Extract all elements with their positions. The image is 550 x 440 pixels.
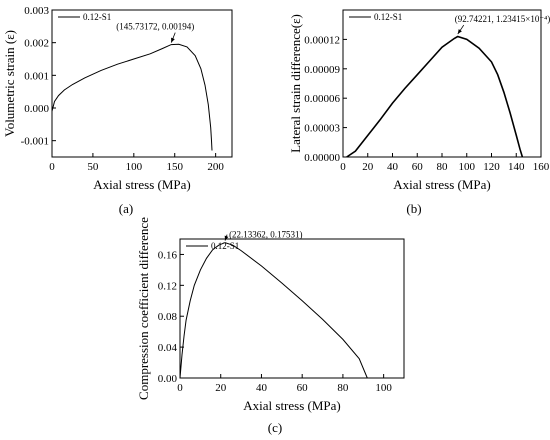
x-axis-label: Axial stress (MPa): [393, 177, 491, 192]
x-tick-label: 40: [256, 382, 268, 394]
x-tick-label: 150: [166, 161, 183, 173]
x-tick-label: 160: [533, 161, 550, 173]
x-tick-label: 140: [508, 161, 525, 173]
y-tick-label: 0.00009: [304, 64, 340, 76]
x-tick-label: 40: [387, 161, 399, 173]
series-line-0: [51, 43, 213, 151]
x-tick-label: 0: [49, 161, 55, 173]
x-tick-label: 120: [483, 161, 500, 173]
x-tick-label: 20: [362, 161, 374, 173]
x-axis-label: Axial stress (MPa): [243, 398, 341, 413]
annotation-arrowhead: [171, 37, 175, 43]
annotation-arrowhead: [224, 235, 229, 241]
y-tick-label: 0.00003: [304, 123, 340, 135]
y-axis-label: Volumetric strain (ε): [2, 30, 17, 137]
x-tick-label: 60: [297, 382, 309, 394]
annotation-arrowhead: [457, 29, 462, 35]
x-tick-label: 60: [412, 161, 424, 173]
x-tick-label: 100: [459, 161, 476, 173]
plot-frame: [51, 9, 233, 158]
x-tick-label: 200: [207, 161, 224, 173]
series-line-0: [346, 35, 524, 158]
panel-label: (b): [406, 201, 421, 216]
plot-frame: [342, 9, 542, 158]
x-tick-label: 80: [337, 382, 349, 394]
y-tick-label: 0.002: [24, 38, 49, 50]
panel-label: (c): [268, 420, 282, 435]
panel-a: 0 50 100 150 200 -0.001 0.000 0.001 0.002 0.003 Ax…: [2, 5, 233, 216]
x-tick-label: 100: [375, 382, 392, 394]
y-tick-label: -0.001: [21, 136, 49, 148]
panel-c: 0 20 40 60 80 100 0.00 0.04 0.08 0.12 0.16 Axial st…: [136, 217, 405, 435]
legend-label: 0.12-S1: [83, 12, 111, 22]
series-line-0: [179, 242, 368, 379]
y-tick-label: 0.001: [24, 70, 49, 82]
y-tick-label: 0.00000: [304, 152, 340, 164]
x-axis-label: Axial stress (MPa): [93, 177, 191, 192]
x-tick-label: 20: [215, 382, 227, 394]
y-tick-label: 0.000: [24, 103, 49, 115]
y-tick-label: 0.08: [158, 311, 178, 323]
x-tick-label: 50: [87, 161, 99, 173]
peak-annotation: (145.73172, 0.00194): [116, 22, 194, 32]
legend-label: 0.12-S1: [374, 12, 402, 22]
y-axis-label: Lateral strain difference(ε): [288, 14, 303, 153]
plot-frame: [179, 238, 405, 379]
panel-b: 0 20 40 60 80 100 120 140 160 0.00000 0.00003 0.000…: [288, 9, 550, 216]
x-tick-label: 0: [177, 382, 183, 394]
y-tick-label: 0.00012: [304, 34, 340, 46]
peak-annotation: (92.74221, 1.23415×10⁻⁴): [455, 14, 550, 24]
y-tick-label: 0.00: [158, 373, 178, 385]
legend-label: 0.12-S1: [211, 241, 239, 251]
y-tick-label: 0.00006: [304, 93, 340, 105]
panel-label: (a): [119, 201, 133, 216]
y-tick-label: 0.04: [158, 342, 178, 354]
x-tick-label: 0: [340, 161, 346, 173]
y-axis-label: Compression coefficient difference: [136, 217, 151, 400]
y-tick-label: 0.12: [158, 280, 177, 292]
peak-annotation: (22.13362, 0.17531): [229, 230, 302, 240]
y-tick-label: 0.16: [158, 249, 178, 261]
x-tick-label: 100: [126, 161, 143, 173]
y-tick-label: 0.003: [24, 5, 49, 17]
x-tick-label: 80: [437, 161, 449, 173]
